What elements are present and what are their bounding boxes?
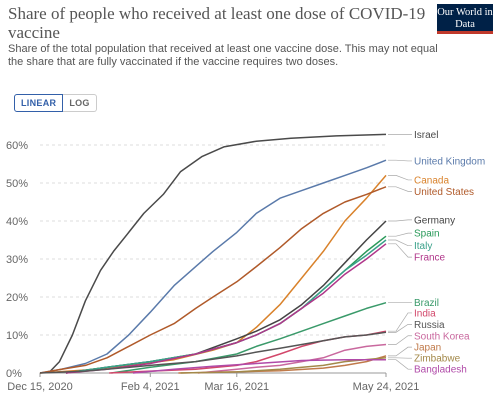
series-leader-line (388, 159, 412, 162)
series-line-russia (39, 331, 387, 374)
series-leader-line (388, 219, 412, 222)
series-label-spain: Spain (414, 229, 440, 240)
series-line-south-korea (197, 343, 387, 374)
series-label-united-kingdom: United Kingdom (414, 156, 485, 167)
chart-subtitle: Share of the total population that recei… (8, 43, 438, 68)
series-leader-line (388, 232, 412, 237)
scale-toggle: LINEAR LOG (14, 94, 97, 112)
series-line-france (65, 243, 387, 374)
series-label-canada: Canada (414, 175, 449, 186)
y-tick-label: 40% (6, 216, 28, 228)
series-label-brazil: Brazil (414, 298, 439, 309)
series-leader-line (388, 359, 412, 370)
series-label-russia: Russia (414, 320, 445, 331)
series-label-zimbabwe: Zimbabwe (414, 354, 461, 365)
x-tick-label: Mar 16, 2021 (204, 381, 269, 393)
linear-scale-button[interactable]: LINEAR (14, 94, 64, 112)
series-leader-line (388, 312, 412, 332)
series-line-israel (48, 133, 387, 374)
y-tick-label: 60% (6, 140, 28, 152)
owid-logo[interactable]: Our World in Data (437, 4, 493, 34)
series-label-france: France (414, 253, 446, 264)
series-line-united-states (39, 186, 387, 374)
series-leader-line (388, 239, 412, 247)
series-label-italy: Italy (414, 241, 432, 252)
y-tick-label: 50% (6, 178, 28, 190)
series-leader-line (388, 346, 412, 357)
y-tick-label: 0% (6, 368, 22, 380)
y-tick-label: 20% (6, 292, 28, 304)
series-line-bangladesh (132, 358, 386, 374)
series-label-india: India (414, 308, 436, 319)
series-line-zimbabwe (180, 357, 387, 374)
x-tick-label: Feb 4, 2021 (121, 381, 180, 393)
series-leader-line (388, 186, 412, 192)
series-leader-line (388, 175, 412, 181)
series-label-bangladesh: Bangladesh (414, 365, 467, 376)
x-tick-label: Dec 15, 2020 (7, 381, 72, 393)
series-label-germany: Germany (414, 215, 455, 226)
series-label-japan: Japan (414, 343, 441, 354)
series-line-canada (39, 174, 387, 374)
series-leader-line (388, 335, 412, 345)
y-tick-label: 30% (6, 254, 28, 266)
chart-title: Share of people who received at least on… (8, 4, 426, 42)
series-label-united-states: United States (414, 187, 474, 198)
log-scale-button[interactable]: LOG (63, 94, 97, 112)
y-tick-label: 10% (6, 330, 28, 342)
series-leader-line (388, 324, 412, 333)
series-leader-line (388, 243, 412, 258)
series-line-united-kingdom (39, 159, 387, 374)
x-tick-label: May 24, 2021 (353, 381, 420, 393)
series-label-israel: Israel (414, 130, 438, 141)
series-label-south-korea: South Korea (414, 331, 470, 342)
